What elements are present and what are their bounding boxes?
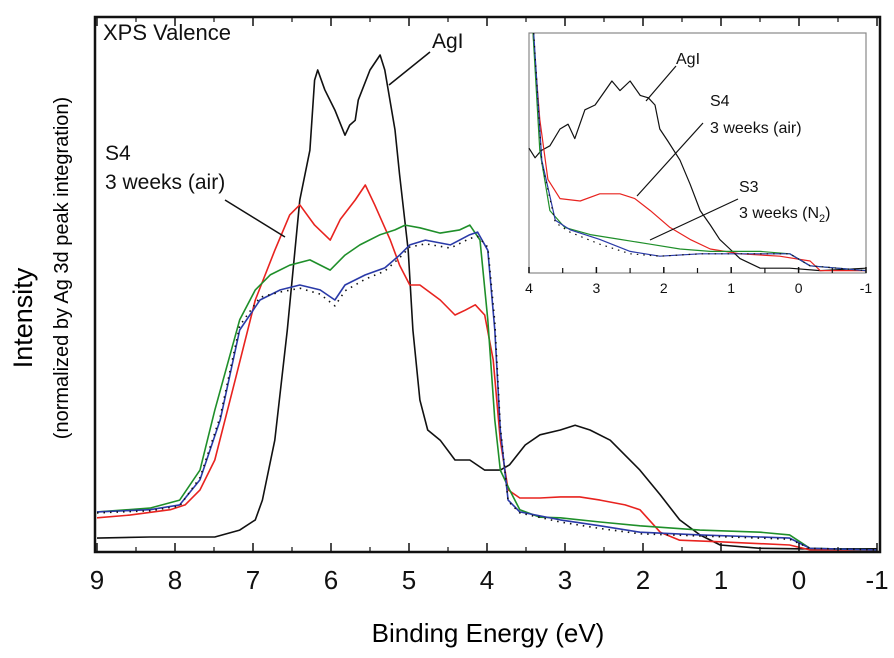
main-series-0 [96,54,877,550]
inset-annotation-s4-detail: 3 weeks (air) [710,120,802,137]
main-x-tick-label: 7 [246,565,260,595]
inset-annotation-s3: S3 [739,179,759,196]
y-axis-sublabel: (normalized by Ag 3d peak integration) [51,97,73,439]
inset-annotation-s3-end: ) [825,205,830,222]
main-x-tick-label: 9 [90,565,104,595]
main-x-tick-label: 3 [558,565,572,595]
inset-x-tick-label: 0 [795,280,803,296]
annotation-agi: AgI [432,30,464,53]
inset-annotation-agi: AgI [676,51,700,68]
main-x-tick-label: 6 [324,565,338,595]
annotation-agi-leader [388,51,431,86]
inset-x-tick-label: -1 [860,280,873,296]
inset-annotation-s3-detail: 3 weeks (N2) [739,205,830,225]
inset-plot-marks [528,32,867,272]
annotation-s4-detail: 3 weeks (air) [105,171,225,194]
inset-annotation-s3-subscript: 2 [819,213,825,225]
main-x-ticks: 9 8 7 6 5 4 3 2 1 0 -1 [90,17,889,595]
main-x-tick-label: 1 [714,565,728,595]
annotation-s4-leader [224,199,286,238]
inset-series-1 [532,32,866,272]
main-series-1 [96,184,877,551]
main-x-tick-label: 8 [168,565,182,595]
main-x-tick-label: 5 [402,565,416,595]
inset-x-tick-label: 1 [727,280,735,296]
inset-series-4-dotted [533,32,867,272]
y-axis-label: Intensity [8,267,38,368]
inset-x-tick-label: 2 [660,280,668,296]
main-x-tick-label: 0 [792,565,806,595]
main-plot-marks [96,54,878,551]
main-x-tick-label: 2 [636,565,650,595]
inset-annotation-s4-leader [636,122,704,197]
inset-x-ticks: 4 3 2 1 0 -1 [525,267,872,296]
inset-annotation-agi-leader [645,65,677,102]
main-series-3 [96,231,878,551]
inset-annotation-s4: S4 [710,93,730,110]
inset-annotation-s3-text: 3 weeks (N [739,205,819,222]
inset-x-tick-label: 3 [593,280,601,296]
inset-x-tick-label: 4 [525,280,533,296]
inset-annotation-s3-leader [649,198,739,241]
x-axis-label: Binding Energy (eV) [372,618,605,648]
annotation-s4: S4 [105,142,131,165]
main-series-2 [96,224,878,551]
inset-frame [528,32,867,274]
main-x-tick-label: 4 [480,565,494,595]
main-series-4-dotted [96,235,878,551]
chart-title: XPS Valence [103,20,231,45]
main-x-tick-label: -1 [865,565,888,595]
